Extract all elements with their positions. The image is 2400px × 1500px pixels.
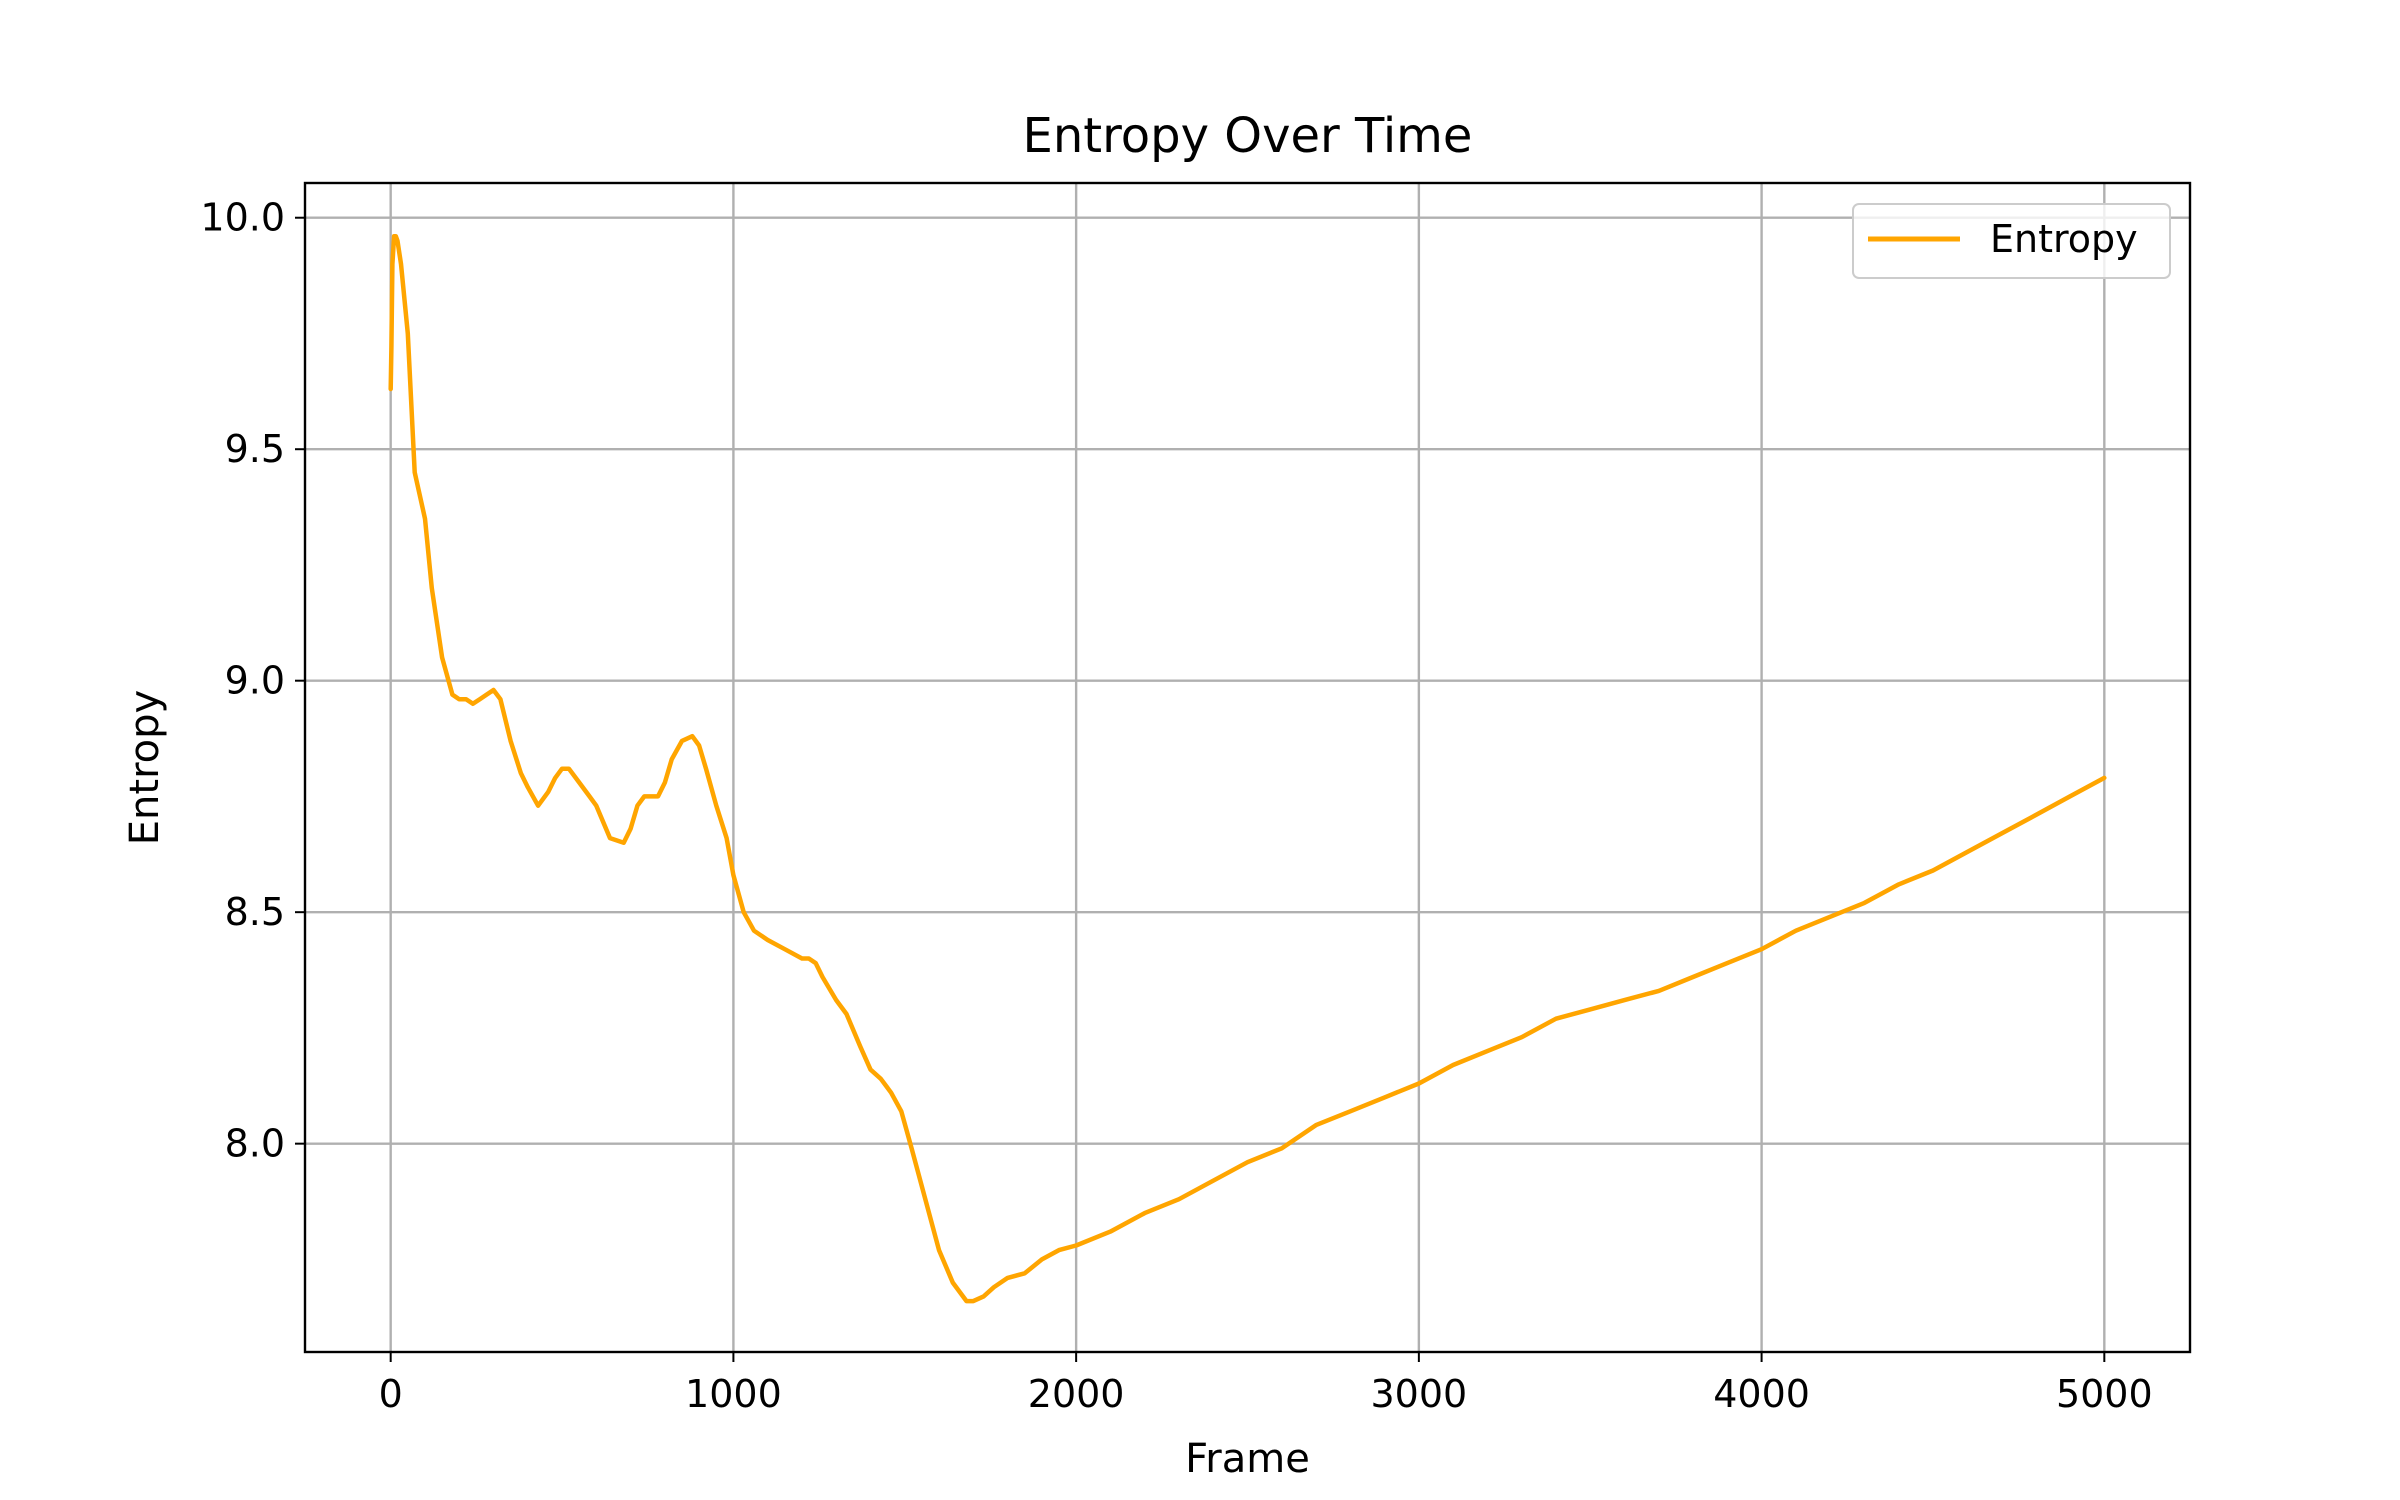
chart-title: Entropy Over Time <box>1023 108 1473 164</box>
y-tick-label: 9.0 <box>225 659 285 703</box>
axis-ticks: 0 1000 2000 3000 4000 5000 8.0 8.5 9.0 9.5 10.0 <box>200 196 2152 1416</box>
plot-frame <box>303 181 2192 1354</box>
x-tick-label: 4000 <box>1713 1372 1810 1416</box>
series-line-entropy <box>388 233 2107 1304</box>
x-tick-label: 1000 <box>685 1372 782 1416</box>
x-tick-label: 5000 <box>2056 1372 2153 1416</box>
series-layer <box>388 233 2107 1304</box>
legend-label-entropy: Entropy <box>1990 217 2138 261</box>
x-axis-label: Frame <box>1185 1436 1310 1482</box>
legend: Entropy <box>1852 203 2171 279</box>
x-tick-label: 0 <box>379 1372 403 1416</box>
x-tick-label: 3000 <box>1371 1372 1468 1416</box>
y-tick-label: 10.0 <box>200 196 285 240</box>
y-tick-label: 9.5 <box>225 427 285 471</box>
legend-box <box>1852 203 2171 279</box>
y-tick-label: 8.0 <box>225 1122 285 1166</box>
y-axis-label: Entropy <box>122 690 168 845</box>
y-tick-label: 8.5 <box>225 890 285 934</box>
x-tick-label: 2000 <box>1028 1372 1125 1416</box>
